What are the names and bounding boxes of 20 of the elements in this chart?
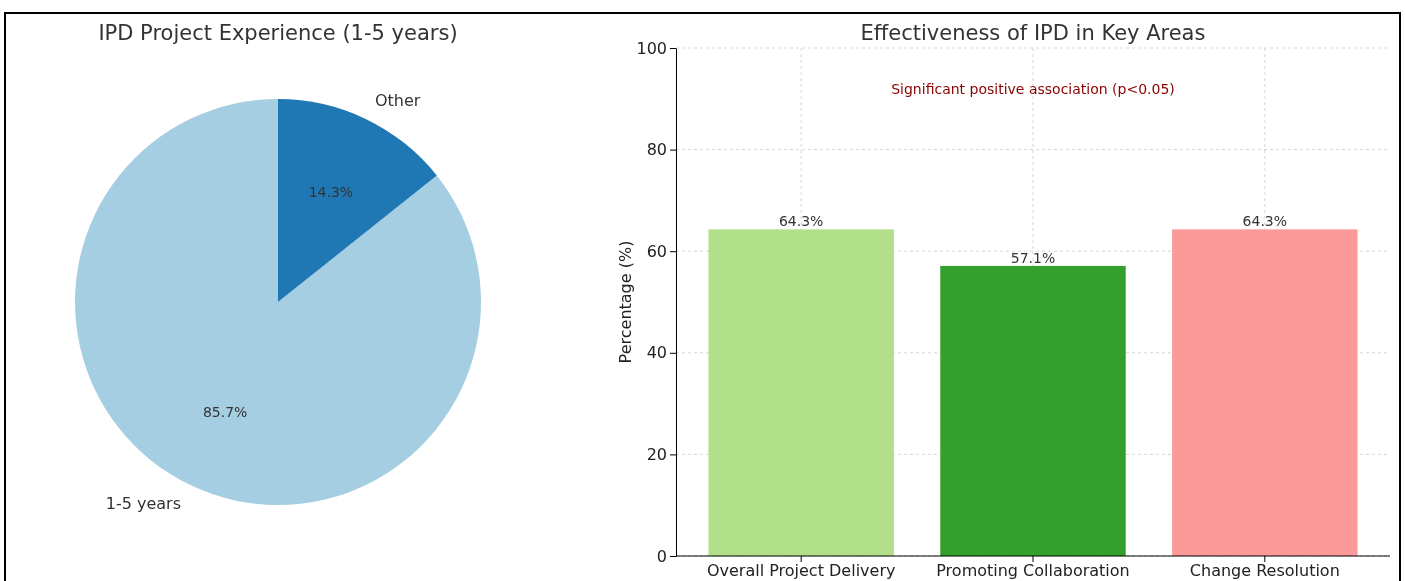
y-tick-label: 0 [656,546,667,566]
y-tick-label: 60 [646,241,667,261]
x-tick-label: Change Resolution [1189,561,1340,581]
annotation: Significant positive association (p<0.05) [891,80,1175,97]
x-tick-label: Overall Project Delivery [706,561,896,581]
chart-title: Effectiveness of IPD in Key Areas [860,21,1206,45]
data-label: 64.3% [1242,213,1288,230]
y-tick-label: 100 [636,38,667,58]
y-tick-label: 40 [646,343,667,363]
data-label: 57.1% [1010,249,1056,266]
data-label: 14.3% [308,184,354,201]
slice-label: 1-5 years [105,493,182,513]
y-tick-label: 80 [646,140,667,160]
chart-title: IPD Project Experience (1-5 years) [98,21,458,45]
slice-label: Other [374,91,421,111]
data-label: 64.3% [778,213,824,230]
data-label: 85.7% [202,403,248,420]
y-tick-label: 20 [646,445,667,465]
y-axis-title: Percentage (%) [616,240,635,364]
x-tick-label: Promoting Collaboration [936,561,1130,581]
